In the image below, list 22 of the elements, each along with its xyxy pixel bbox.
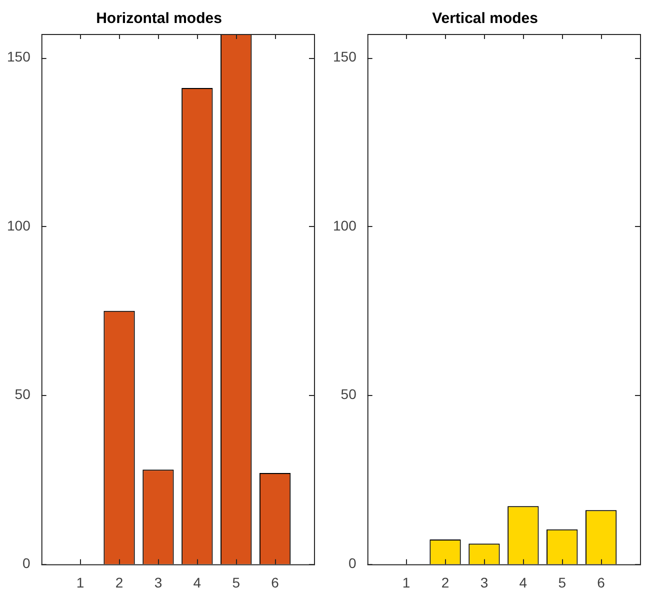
x-tick-label: 3	[154, 574, 162, 590]
x-tick-label: 2	[115, 574, 124, 590]
y-tick-label: 100	[7, 217, 31, 234]
y-tick-label: 50	[14, 386, 31, 402]
y-tick-label: 0	[22, 555, 31, 572]
x-tick-label: 2	[441, 574, 450, 590]
x-tick-label: 6	[597, 574, 606, 590]
x-tick-label: 1	[76, 574, 84, 590]
x-tick-label: 5	[558, 574, 566, 590]
y-tick-label: 0	[348, 555, 357, 572]
x-tick-label: 4	[193, 574, 202, 590]
x-tick-label: 6	[271, 574, 280, 590]
y-tick-label: 150	[7, 48, 31, 64]
y-tick-label: 50	[340, 386, 357, 402]
chart-title: Horizontal modes	[96, 10, 222, 28]
x-tick-label: 4	[519, 574, 528, 590]
x-tick-label: 5	[232, 574, 240, 590]
x-tick-label: 3	[480, 574, 488, 590]
y-tick-label: 150	[333, 48, 357, 64]
chart-title: Vertical modes	[432, 10, 538, 28]
y-tick-label: 100	[333, 217, 357, 234]
x-tick-label: 1	[402, 574, 410, 590]
